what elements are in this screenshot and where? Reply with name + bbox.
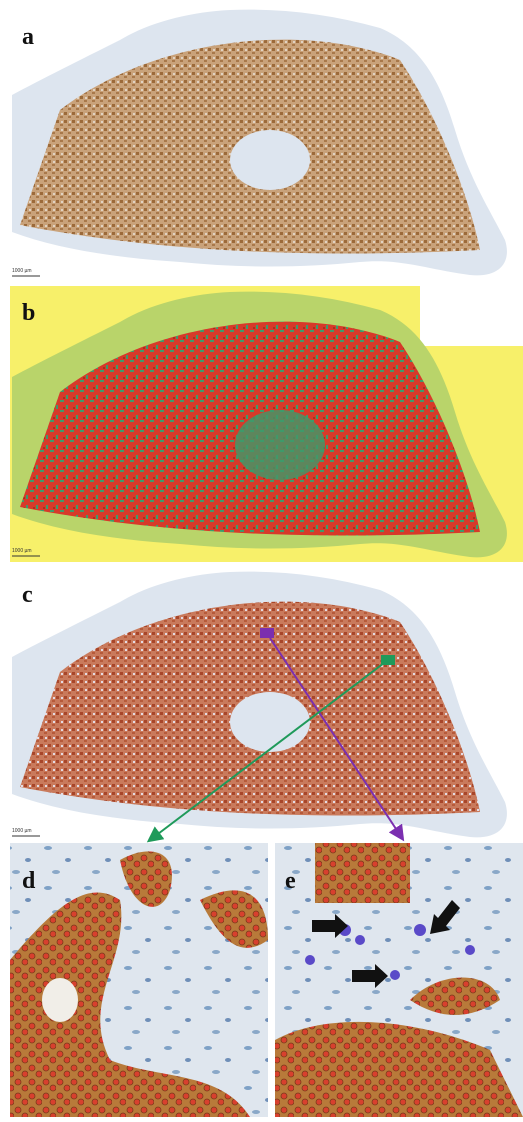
panel-label: c [22,582,33,608]
panel-e: e [275,843,523,1117]
figure: a 1000 µm b 1000 µm c 1000 µm d [0,0,523,1117]
roi-box [260,628,274,638]
panel-label: d [22,868,36,894]
panel-b: b 1000 µm [10,286,523,562]
panel-a: a 1000 µm [12,10,507,276]
panel-label: e [285,868,296,894]
panel-label: a [22,24,34,50]
panel-label: b [22,300,35,326]
scale-label: 1000 µm [12,828,32,834]
panel-c: c 1000 µm [12,572,507,840]
panel-d: d [10,843,268,1117]
scale-label: 1000 µm [12,548,32,554]
scale-label: 1000 µm [12,268,32,274]
